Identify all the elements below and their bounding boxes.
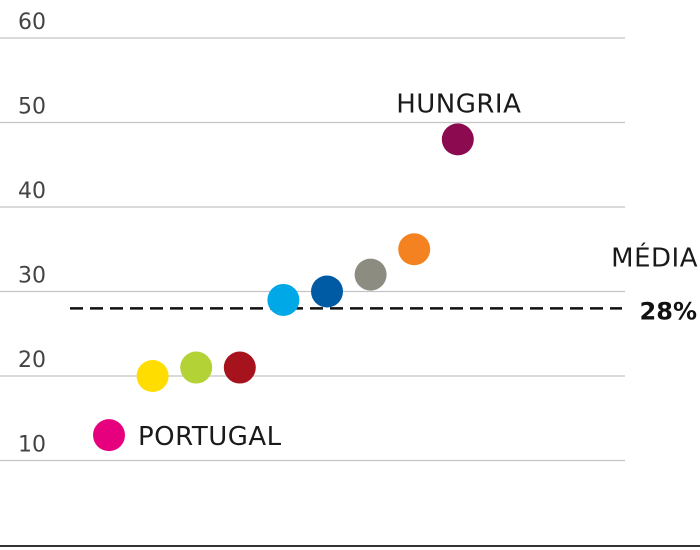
data-point [311, 275, 343, 308]
data-point [398, 233, 431, 266]
y-axis-ticks: 10 20 30 40 50 60 [18, 10, 46, 458]
data-point [441, 123, 474, 156]
data-point [223, 351, 256, 384]
y-tick-label: 20 [18, 348, 46, 373]
point-labels: PORTUGAL HUNGRIA [138, 89, 521, 452]
y-tick-label: 60 [18, 10, 46, 35]
data-point [354, 258, 387, 291]
data-point [267, 283, 300, 316]
y-tick-label: 10 [18, 433, 46, 458]
point-label: HUNGRIA [396, 89, 521, 119]
y-tick-label: 30 [18, 264, 46, 289]
data-point [136, 360, 169, 392]
average-label: MÉDIA [611, 241, 698, 273]
data-point [180, 351, 213, 384]
grid-lines [0, 37, 625, 462]
data-points [93, 123, 474, 452]
point-label: PORTUGAL [138, 422, 282, 452]
average-value: 28% [640, 297, 697, 325]
data-point [93, 419, 125, 452]
y-tick-label: 40 [18, 179, 46, 204]
y-tick-label: 50 [18, 95, 46, 120]
